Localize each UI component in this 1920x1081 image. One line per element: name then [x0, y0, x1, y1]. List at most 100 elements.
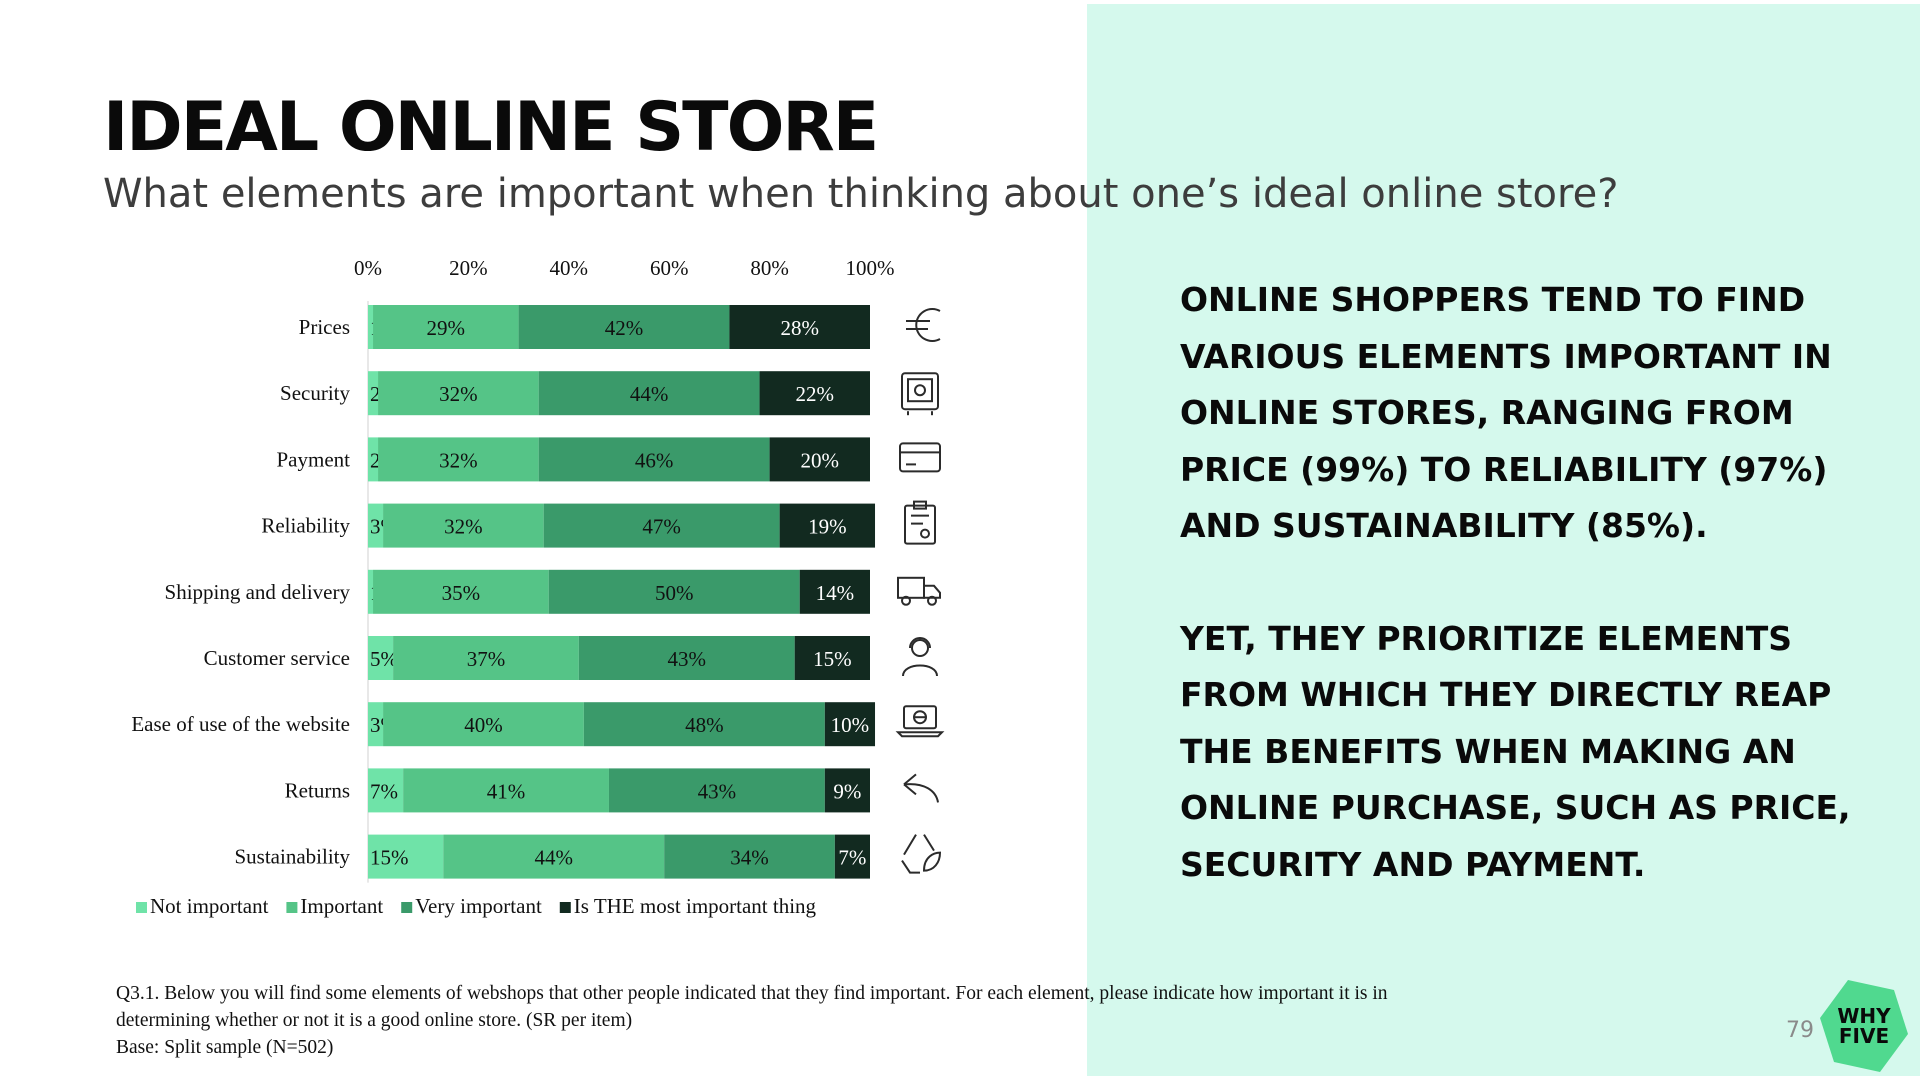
category-label: Shipping and delivery	[165, 580, 351, 604]
bar-segment	[824, 768, 870, 813]
category-label: Customer service	[204, 646, 350, 670]
highlight-panel	[1087, 4, 1920, 1076]
data-label: 19%	[808, 515, 847, 539]
data-label: 7%	[370, 779, 398, 803]
delivery-truck-icon	[897, 576, 941, 606]
legend-label: Is THE most important thing	[574, 894, 817, 918]
category-label: Security	[280, 381, 350, 405]
data-label: 10%	[831, 713, 870, 737]
data-label: 9%	[833, 779, 861, 803]
data-label: 44%	[630, 382, 669, 406]
bar-segment	[383, 702, 584, 747]
data-label: 50%	[655, 581, 694, 605]
recycle-leaf-icon	[901, 834, 942, 874]
data-label: 15%	[370, 846, 409, 870]
takeaway-1: ONLINE SHOPPERS TEND TO FIND VARIOUS ELE…	[1180, 280, 1832, 545]
bar-segment	[368, 702, 384, 747]
data-label: 46%	[635, 448, 674, 472]
why-five-logo: WHY FIVE	[1818, 976, 1910, 1076]
key-takeaways: ONLINE SHOPPERS TEND TO FIND VARIOUS ELE…	[1180, 272, 1880, 949]
bar-segment	[368, 371, 379, 416]
bar-segment	[578, 636, 795, 680]
bar-segment	[368, 834, 444, 879]
data-label: 32%	[439, 382, 478, 406]
legend-swatch	[559, 902, 571, 913]
x-tick-label: 40%	[550, 256, 589, 280]
data-label: 34%	[730, 846, 769, 870]
bar-segment	[368, 437, 379, 482]
bar-segment	[583, 702, 825, 747]
x-tick-label: 80%	[750, 256, 789, 280]
legend-label: Not important	[150, 894, 269, 918]
footnote-question-line-1: Q3.1. Below you will find some elements …	[116, 983, 1388, 1004]
bar-segment	[664, 834, 835, 879]
data-label: 28%	[780, 316, 819, 340]
data-label: 43%	[698, 779, 737, 803]
logo-line-1: WHY	[1837, 1004, 1891, 1028]
bar-segment	[368, 503, 384, 548]
clipboard-certificate-icon	[904, 500, 936, 545]
bar-segment	[769, 437, 870, 482]
bar-segment	[378, 437, 539, 482]
x-tick-label: 100%	[846, 256, 895, 280]
bar-segment	[368, 636, 394, 680]
data-label: 35%	[442, 581, 481, 605]
data-label: 44%	[534, 846, 573, 870]
x-tick-label: 20%	[449, 256, 488, 280]
legend-label: Very important	[415, 894, 542, 918]
return-arrow-icon	[903, 773, 939, 803]
bar-segment	[759, 371, 870, 416]
data-label: 20%	[801, 448, 840, 472]
footnote-question-line-2: determining whether or not it is a good …	[116, 1010, 633, 1031]
bar-segment	[373, 569, 549, 614]
data-label: 41%	[487, 779, 526, 803]
data-label: 15%	[813, 647, 852, 671]
data-label: 40%	[464, 713, 503, 737]
data-label: 32%	[444, 515, 483, 539]
data-label: 7%	[838, 846, 866, 870]
logo-hexagon-icon	[1820, 980, 1908, 1072]
legend-label: Important	[300, 894, 383, 918]
bar-segment	[368, 305, 374, 349]
bar-segment	[378, 371, 539, 416]
bar-segment	[794, 636, 870, 680]
bar-segment	[779, 503, 876, 548]
page-title: IDEAL ONLINE STORE	[103, 88, 879, 167]
category-label: Returns	[285, 778, 350, 802]
bar-segment	[729, 305, 870, 349]
x-tick-label: 0%	[354, 256, 382, 280]
data-label: 14%	[816, 581, 855, 605]
category-label: Prices	[299, 315, 350, 339]
data-label: 29%	[427, 316, 466, 340]
bar-segment	[543, 503, 780, 548]
data-label: 42%	[605, 316, 644, 340]
safe-icon	[901, 372, 939, 416]
bar-segment	[443, 834, 665, 879]
data-label: 37%	[467, 647, 506, 671]
bar-segment	[799, 569, 870, 614]
bar-segment	[834, 834, 870, 879]
category-label: Payment	[277, 447, 351, 471]
bar-segment	[538, 437, 770, 482]
euro-icon	[906, 308, 941, 342]
category-label: Reliability	[261, 514, 350, 538]
data-label: 32%	[439, 448, 478, 472]
legend-swatch	[136, 902, 147, 913]
bar-segment	[548, 569, 800, 614]
bar-segment	[608, 768, 825, 813]
logo-line-2: FIVE	[1838, 1024, 1890, 1048]
bar-segment	[393, 636, 579, 680]
credit-card-icon	[899, 442, 941, 473]
page-subtitle: What elements are important when thinkin…	[103, 171, 1619, 217]
bar-segment	[368, 768, 404, 813]
data-label: 48%	[685, 713, 724, 737]
data-label: 43%	[668, 647, 707, 671]
data-label: 22%	[796, 382, 835, 406]
bar-segment	[538, 371, 760, 416]
data-label: 47%	[642, 515, 681, 539]
page-number: 79	[1786, 1018, 1814, 1043]
bar-segment	[383, 503, 544, 548]
bar-segment	[403, 768, 609, 813]
bar-segment	[824, 702, 876, 747]
bar-segment	[518, 305, 730, 349]
